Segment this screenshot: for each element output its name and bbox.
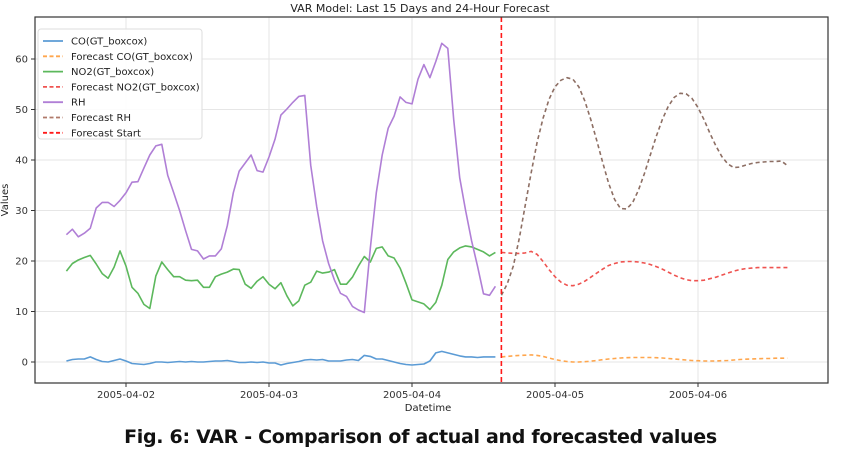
legend-label: Forecast RH: [71, 113, 131, 124]
series-line-forecast-co-gt-boxcox: [501, 354, 788, 363]
series-line-co-gt-boxcox: [66, 350, 496, 366]
y-tick-label: 0: [22, 358, 28, 369]
figure-caption: Fig. 6: VAR - Comparison of actual and f…: [124, 426, 717, 448]
legend: CO(GT_boxcox) Forecast CO(GT_boxcox) NO2(G…: [37, 28, 203, 140]
y-tick-label: 30: [15, 206, 28, 217]
legend-label: RH: [71, 98, 85, 109]
legend-label: NO2(GT_boxcox): [71, 67, 154, 78]
y-tick-label: 40: [15, 156, 28, 167]
x-tick-label: 2005-04-03: [240, 390, 298, 401]
y-tick-label: 10: [15, 307, 28, 318]
x-axis: 2005-04-02 2005-04-03 2005-04-04 2005-04-05…: [97, 383, 727, 401]
legend-label: Forecast CO(GT_boxcox): [71, 52, 193, 63]
chart-title: VAR Model: Last 15 Days and 24-Hour Fore…: [290, 2, 550, 15]
x-tick-label: 2005-04-02: [97, 390, 155, 401]
y-tick-label: 60: [15, 55, 28, 66]
y-tick-label: 20: [15, 257, 28, 268]
y-tick-label: 50: [15, 105, 28, 116]
series-line-no2-gt-boxcox: [65, 245, 496, 311]
x-tick-label: 2005-04-05: [526, 390, 584, 401]
series-line-forecast-no2-gt-boxcox: [501, 250, 788, 287]
y-axis: 0 10 20 30 40 50 60: [15, 55, 35, 369]
x-axis-label: Datetime: [405, 403, 452, 414]
x-tick-label: 2005-04-06: [669, 390, 727, 401]
plot-frame: [34, 16, 829, 384]
x-tick-label: 2005-04-04: [383, 390, 441, 401]
legend-label: Forecast NO2(GT_boxcox): [71, 82, 200, 93]
legend-label: CO(GT_boxcox): [71, 37, 147, 48]
legend-label: Forecast Start: [71, 128, 141, 139]
series-line-forecast-rh: [500, 76, 788, 296]
legend-box: [37, 28, 203, 140]
series-layer: [65, 42, 788, 366]
y-axis-label: Values: [0, 184, 11, 217]
series-line-rh: [65, 42, 497, 314]
